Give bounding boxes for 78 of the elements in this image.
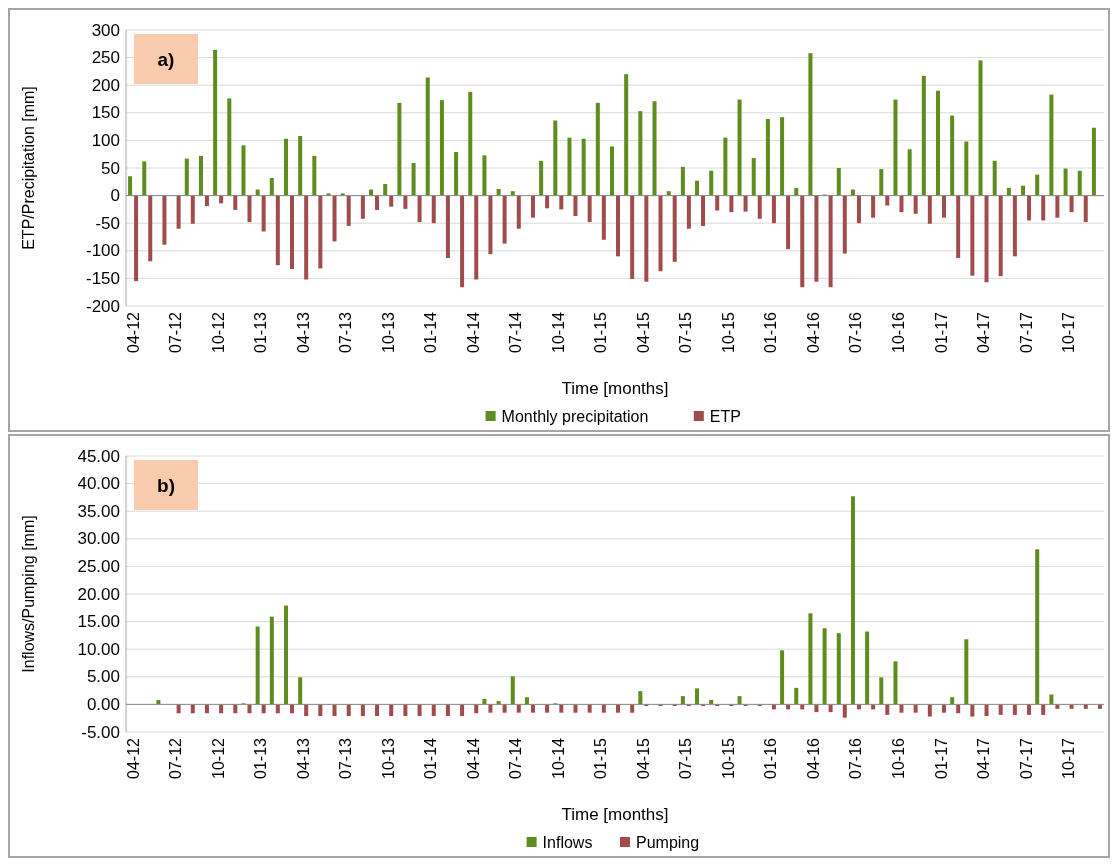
y-tick-label: -200: [85, 296, 120, 316]
x-tick-label: 04-14: [464, 737, 482, 779]
x-tick-label: 10-16: [889, 737, 907, 779]
x-axis-title: Time [months]: [561, 804, 669, 824]
x-tick-label: 04-15: [634, 737, 652, 779]
x-tick-label: 01-13: [252, 311, 270, 353]
y-axis-title: ETP/Precipitation [mm]: [19, 86, 37, 250]
x-tick-label: 10-17: [1060, 311, 1078, 353]
x-tick-label: 07-14: [507, 311, 525, 353]
x-tick-label: 01-14: [422, 737, 440, 779]
x-tick-label: 01-17: [932, 311, 950, 353]
x-tick-label: 07-13: [337, 737, 355, 779]
x-tick-label: 10-13: [379, 311, 397, 353]
legend-label: Pumping: [636, 833, 700, 851]
x-tick-label: 10-15: [719, 311, 737, 353]
y-tick-label: 35.00: [77, 501, 120, 521]
x-tick-label: 04-16: [804, 737, 822, 779]
y-tick-label: 25.00: [77, 556, 120, 576]
y-tick-label: 0: [110, 186, 120, 206]
y-axis-title: Inflows/Pumping [mm]: [19, 515, 37, 673]
x-tick-label: 01-15: [592, 311, 610, 353]
y-tick-label: 250: [91, 48, 120, 68]
y-tick-label: 300: [91, 20, 120, 40]
y-tick-label: 45.00: [77, 446, 120, 466]
text: b): [157, 474, 175, 496]
x-tick-label: 04-14: [464, 311, 482, 353]
x-tick-label: 01-17: [932, 737, 950, 779]
x-tick-label: 04-16: [804, 311, 822, 353]
x-tick-label: 04-12: [124, 737, 142, 779]
y-tick-label: 40.00: [77, 474, 120, 494]
text: a): [157, 48, 175, 70]
x-tick-label: 07-12: [167, 737, 185, 779]
x-tick-label: 04-13: [294, 311, 312, 353]
legend-label: Monthly precipitation: [501, 407, 649, 425]
y-tick-label: -100: [85, 241, 120, 261]
x-tick-label: 07-15: [677, 311, 695, 353]
y-tick-label: -150: [85, 268, 120, 288]
y-tick-label: 20.00: [77, 584, 120, 604]
x-tick-label: 07-17: [1017, 737, 1035, 779]
y-tick-label: -5.00: [81, 722, 120, 742]
y-tick-label: 100: [91, 130, 120, 150]
x-tick-label: 04-15: [634, 311, 652, 353]
x-axis-title: Time [months]: [561, 378, 669, 398]
x-tick-label: 10-17: [1060, 737, 1078, 779]
x-tick-label: 07-12: [167, 311, 185, 353]
y-tick-label: -50: [95, 213, 120, 233]
x-tick-label: 10-12: [209, 737, 227, 779]
x-tick-label: 01-16: [762, 737, 780, 779]
x-tick-label: 07-13: [337, 311, 355, 353]
x-tick-label: 10-15: [719, 737, 737, 779]
x-tick-label: 01-15: [592, 737, 610, 779]
legend-label: ETP: [709, 407, 741, 425]
y-tick-label: 150: [91, 103, 120, 123]
y-tick-label: 30.00: [77, 529, 120, 549]
x-tick-label: 07-16: [847, 737, 865, 779]
x-tick-label: 10-14: [549, 311, 567, 353]
y-tick-label: 50: [101, 158, 120, 178]
x-tick-label: 04-12: [124, 311, 142, 353]
y-tick-label: 0.00: [86, 694, 120, 714]
x-tick-label: 07-16: [847, 311, 865, 353]
y-tick-label: 5.00: [86, 667, 120, 687]
y-tick-label: 200: [91, 75, 120, 95]
x-tick-label: 10-14: [549, 737, 567, 779]
y-tick-label: 15.00: [77, 612, 120, 632]
x-tick-label: 01-16: [762, 311, 780, 353]
x-tick-label: 10-13: [379, 737, 397, 779]
x-tick-label: 04-17: [975, 311, 993, 353]
x-tick-label: 01-14: [422, 311, 440, 353]
x-tick-label: 07-14: [507, 737, 525, 779]
x-tick-label: 04-13: [294, 737, 312, 779]
x-tick-label: 01-13: [252, 737, 270, 779]
x-tick-label: 07-15: [677, 737, 695, 779]
x-tick-label: 10-16: [889, 311, 907, 353]
x-tick-label: 07-17: [1017, 311, 1035, 353]
x-tick-label: 04-17: [975, 737, 993, 779]
x-tick-label: 10-12: [209, 311, 227, 353]
y-tick-label: 10.00: [77, 639, 120, 659]
legend-label: Inflows: [542, 833, 593, 851]
